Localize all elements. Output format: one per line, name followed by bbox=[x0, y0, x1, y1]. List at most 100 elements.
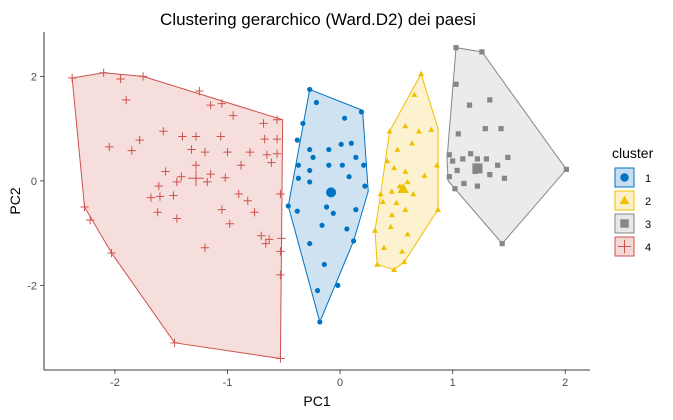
cluster-1-point bbox=[346, 174, 352, 180]
cluster-2-point bbox=[377, 190, 384, 197]
cluster-4-point bbox=[257, 231, 266, 240]
cluster-1-point bbox=[348, 140, 354, 146]
cluster-1-point bbox=[338, 141, 344, 147]
cluster-4-point bbox=[99, 68, 108, 77]
cluster-3-point bbox=[501, 175, 508, 181]
cluster-1-group bbox=[285, 86, 369, 325]
cluster-3-point bbox=[453, 81, 459, 87]
cluster-4-point bbox=[217, 205, 227, 214]
cluster-3-point bbox=[563, 166, 569, 172]
cluster-2-point bbox=[402, 123, 409, 129]
cluster-4-point bbox=[107, 248, 116, 258]
cluster-1-point bbox=[307, 167, 313, 174]
cluster-4-point bbox=[206, 169, 215, 179]
cluster-1-point bbox=[358, 109, 365, 115]
cluster-3-point bbox=[446, 152, 452, 158]
cluster-4-point bbox=[172, 214, 182, 223]
cluster-2-point bbox=[435, 206, 442, 212]
cluster-2-point bbox=[384, 158, 391, 164]
cluster-4-point bbox=[277, 234, 286, 243]
cluster-4-point bbox=[161, 167, 170, 176]
cluster-2-point bbox=[415, 128, 422, 134]
cluster-4-point bbox=[276, 270, 285, 280]
cluster-3-point bbox=[505, 154, 511, 160]
cluster-1-point bbox=[307, 146, 313, 153]
legend-title: cluster bbox=[612, 145, 654, 161]
cluster-1-point bbox=[310, 154, 316, 160]
cluster-4-point bbox=[195, 86, 204, 96]
cluster-4-point bbox=[264, 235, 274, 244]
cluster-3-point bbox=[479, 49, 485, 55]
legend-label-1: 1 bbox=[645, 173, 651, 185]
cluster-2-point bbox=[387, 223, 394, 230]
cluster-4-point bbox=[67, 73, 77, 83]
cluster-1-point bbox=[319, 222, 325, 228]
y-tick-label: -2 bbox=[27, 280, 37, 292]
cluster-4-point bbox=[116, 74, 125, 84]
cluster-4-point bbox=[223, 147, 232, 157]
cluster-1-point bbox=[326, 146, 332, 153]
cluster-3-point bbox=[487, 97, 493, 103]
cluster-4-point bbox=[272, 115, 282, 124]
cluster-3-group bbox=[446, 45, 569, 247]
cluster-4-point bbox=[138, 72, 148, 81]
cluster-3-point bbox=[474, 156, 481, 162]
cluster-2-point bbox=[401, 258, 408, 265]
cluster-3-point bbox=[455, 131, 461, 137]
cluster-4-point bbox=[262, 150, 272, 159]
cluster-2-point bbox=[399, 248, 405, 254]
cluster-1-point bbox=[339, 162, 345, 168]
y-axis-title: PC2 bbox=[7, 187, 23, 214]
cluster-1-point bbox=[344, 226, 350, 232]
cluster-1-point bbox=[321, 261, 327, 268]
cluster-4-point bbox=[243, 196, 252, 205]
cluster-2-point bbox=[402, 168, 409, 174]
cluster-4-point bbox=[203, 177, 212, 187]
cluster-1-point bbox=[314, 287, 321, 294]
cluster-4-point bbox=[177, 172, 186, 181]
cluster-2-point bbox=[418, 70, 425, 77]
cluster-1-centroid bbox=[326, 187, 337, 198]
cluster-1-point bbox=[353, 154, 359, 160]
cluster-1-point bbox=[300, 120, 306, 127]
cluster-3-point bbox=[453, 45, 459, 51]
cluster-3-point bbox=[498, 126, 504, 132]
cluster-1-point bbox=[350, 238, 357, 244]
cluster-4-point bbox=[276, 189, 285, 199]
cluster-4-point bbox=[276, 354, 285, 363]
cluster-1-point bbox=[307, 86, 313, 93]
cluster-2-point bbox=[393, 199, 400, 206]
axes: -2 -1 0 1 2 -2 0 2 bbox=[27, 32, 590, 389]
cluster-4-point bbox=[146, 193, 156, 202]
cluster-4-point bbox=[105, 142, 114, 152]
legend-item-4: 4 bbox=[614, 236, 651, 257]
cluster-1-point bbox=[362, 183, 368, 189]
chart-title: Clustering gerarchico (Ward.D2) dei paes… bbox=[160, 10, 476, 29]
x-tick-label: -1 bbox=[223, 377, 233, 389]
plot-panel bbox=[67, 45, 569, 363]
cluster-4-point bbox=[154, 181, 163, 191]
cluster-3-point bbox=[460, 156, 466, 162]
cluster-4-group bbox=[67, 68, 286, 363]
cluster-3-point bbox=[454, 167, 460, 174]
cluster-2-centroid bbox=[397, 182, 409, 194]
legend: cluster 1 2 3 4 bbox=[612, 145, 654, 257]
cluster-2-point bbox=[388, 188, 395, 194]
cluster-3-point bbox=[466, 102, 473, 108]
cluster-4-point bbox=[250, 208, 259, 217]
x-tick-label: 1 bbox=[450, 377, 456, 389]
cluster-1-point bbox=[317, 319, 323, 325]
cluster-3-point bbox=[450, 158, 456, 164]
x-ticks: -2 -1 0 1 2 bbox=[110, 370, 568, 389]
legend-marker-1 bbox=[620, 173, 629, 182]
cluster-2-point bbox=[428, 126, 435, 132]
cluster-1-point bbox=[285, 203, 291, 209]
legend-item-2: 2 bbox=[614, 190, 651, 211]
cluster-4-point bbox=[259, 119, 268, 128]
cluster-2-point bbox=[371, 227, 378, 233]
cluster-2-point bbox=[433, 162, 440, 168]
x-axis-title: PC1 bbox=[303, 393, 330, 409]
cluster-4-point bbox=[216, 132, 225, 141]
cluster-4-point bbox=[155, 192, 165, 201]
